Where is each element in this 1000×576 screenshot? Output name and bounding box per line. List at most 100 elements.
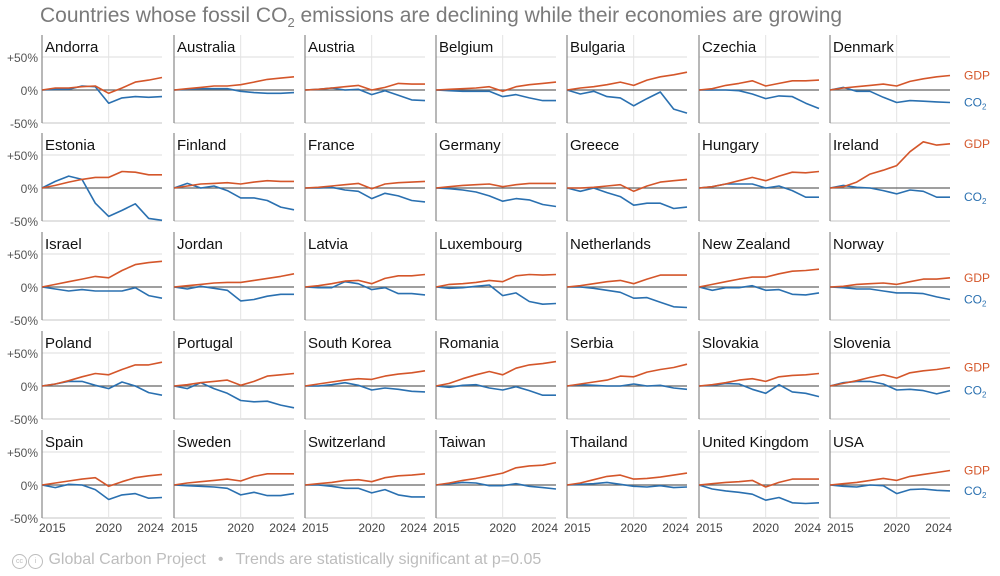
gdp-series-line: [566, 363, 688, 387]
panel-title: Switzerland: [308, 434, 386, 451]
panel-title: Israel: [45, 236, 82, 253]
panel-ireland: Ireland GDP CO2: [829, 133, 990, 222]
legend-gdp-label: GDP: [964, 271, 990, 285]
gdp-series-line: [41, 260, 163, 288]
title-text-suffix: emissions are declining while their econ…: [294, 4, 843, 27]
gdp-series-line: [173, 273, 295, 288]
panel-switzerland: Switzerland 2015 2020 2024: [302, 430, 427, 535]
co2-series-line: [173, 182, 295, 211]
panel-czechia: Czechia: [698, 35, 820, 124]
x-tick-label: 2020: [95, 521, 122, 535]
panel-slovakia: Slovakia: [698, 331, 820, 420]
y-tick-label: -50%: [10, 314, 38, 328]
panel-spain: Spain +50% 0% -50%2015 2020 2024: [7, 430, 164, 535]
y-tick-label: 0%: [21, 281, 39, 295]
gdp-series-line: [173, 372, 295, 387]
panel-australia: Australia: [173, 35, 295, 124]
gdp-series-line: [435, 182, 556, 189]
panel-title: Netherlands: [570, 236, 651, 253]
panel-united-kingdom: United Kingdom 2015 2020 2024: [696, 430, 821, 535]
x-tick-label: 2020: [752, 521, 779, 535]
gdp-series-line: [173, 76, 295, 91]
gdp-series-line: [41, 170, 162, 189]
panel-norway: Norway GDP CO2: [829, 232, 990, 321]
gdp-series-line: [41, 473, 163, 488]
panel-title: New Zealand: [702, 236, 790, 253]
gdp-series-line: [304, 370, 426, 387]
x-tick-label: 2020: [227, 521, 254, 535]
gdp-series-line: [304, 473, 426, 486]
co2-series-line: [173, 381, 295, 409]
x-tick-label: 2024: [269, 521, 296, 535]
legend-gdp-label: GDP: [964, 361, 990, 375]
panel-poland: Poland +50% 0% -50%: [7, 331, 163, 427]
panel-serbia: Serbia: [566, 331, 688, 420]
panel-romania: Romania: [435, 331, 557, 420]
legend-co2-label: CO2: [964, 293, 987, 309]
y-tick-label: 0%: [21, 182, 39, 196]
x-tick-label: 2015: [827, 521, 854, 535]
x-tick-label: 2015: [302, 521, 329, 535]
legend-co2-subscript: 2: [982, 103, 987, 112]
x-tick-label: 2020: [620, 521, 647, 535]
gdp-series-line: [566, 472, 688, 486]
co2-series-line: [305, 484, 425, 498]
title-subscript: 2: [287, 15, 295, 31]
co2-series-line: [41, 286, 163, 299]
panel-hungary: Hungary: [698, 133, 820, 222]
panel-title: USA: [833, 434, 864, 451]
chart-title: Countries whose fossil CO2 emissions are…: [40, 4, 842, 30]
co2-series-line: [829, 86, 951, 104]
gdp-series-line: [41, 76, 163, 95]
panel-usa: USA 2015 2020 2024 GDP CO2: [827, 430, 990, 535]
panel-title: Australia: [177, 39, 236, 56]
x-tick-label: 2015: [171, 521, 198, 535]
panel-title: France: [308, 137, 355, 154]
x-tick-label: 2015: [696, 521, 723, 535]
panel-title: Germany: [439, 137, 501, 154]
panel-title: Bulgaria: [570, 39, 626, 56]
panel-sweden: Sweden 2015 2020 2024: [171, 430, 296, 535]
gdp-series-line: [435, 273, 557, 288]
x-tick-label: 2024: [662, 521, 689, 535]
x-tick-label: 2020: [358, 521, 385, 535]
panel-title: Norway: [833, 236, 884, 253]
panel-title: United Kingdom: [702, 434, 809, 451]
legend-co2-label: CO2: [964, 484, 987, 500]
panel-title: Sweden: [177, 434, 231, 451]
co2-series-line: [173, 285, 294, 302]
gdp-series-line: [304, 180, 426, 190]
co2-series-line: [567, 286, 688, 309]
title-text: Countries whose fossil CO: [40, 4, 288, 27]
co2-series-line: [435, 187, 557, 208]
co2-series-line: [699, 89, 820, 110]
footer: cc i Global Carbon Project • Trends are sta…: [12, 551, 541, 569]
gdp-series-line: [566, 71, 688, 91]
panel-title: Slovakia: [702, 335, 759, 352]
creative-commons-icon: cc: [12, 554, 27, 569]
x-tick-label: 2015: [39, 521, 66, 535]
co2-series-line: [305, 186, 426, 203]
co2-series-line: [566, 481, 688, 489]
y-tick-label: 0%: [21, 479, 39, 493]
panel-title: Poland: [45, 335, 92, 352]
panel-taiwan: Taiwan 2015 2020 2024: [433, 430, 558, 535]
gdp-series-line: [41, 361, 163, 387]
x-tick-label: 2015: [564, 521, 591, 535]
y-tick-label: 0%: [21, 84, 39, 98]
panel-title: Denmark: [833, 39, 894, 56]
gdp-series-line: [173, 473, 294, 486]
x-tick-label: 2024: [794, 521, 821, 535]
source-credit: Global Carbon Project: [48, 551, 206, 568]
panel-title: Portugal: [177, 335, 233, 352]
y-tick-label: 0%: [21, 380, 39, 394]
panel-title: Jordan: [177, 236, 223, 253]
panel-finland: Finland: [173, 133, 295, 222]
x-tick-label: 2024: [400, 521, 427, 535]
gdp-series-line: [173, 179, 294, 189]
panel-austria: Austria: [304, 35, 426, 124]
gdp-series-line: [829, 366, 951, 387]
y-tick-label: +50%: [7, 149, 38, 163]
co2-series-line: [435, 284, 557, 305]
legend-gdp-label: GDP: [964, 463, 990, 477]
